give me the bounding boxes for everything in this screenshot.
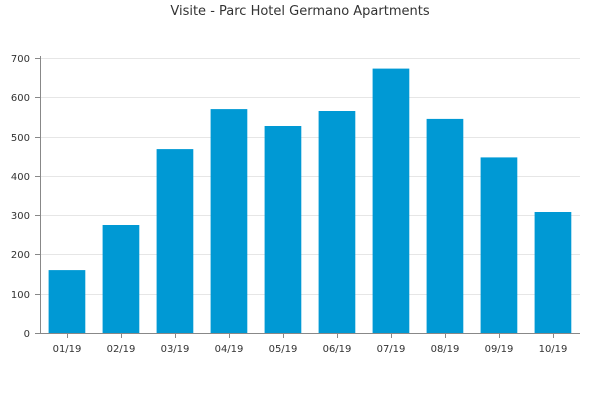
x-tick-label: 01/19 (53, 344, 82, 355)
y-tick-label: 400 (11, 172, 30, 183)
y-tick-label: 300 (11, 211, 30, 222)
bar-05-19 (264, 126, 302, 333)
bar-04-19 (210, 109, 248, 333)
bar-07-19 (372, 68, 410, 333)
bar-06-19 (318, 111, 356, 333)
bar-10-19 (534, 212, 572, 333)
y-tick-label: 700 (11, 54, 30, 65)
x-tick-label: 09/19 (485, 344, 514, 355)
chart-title: Visite - Parc Hotel Germano Apartments (170, 4, 430, 19)
x-tick-label: 06/19 (323, 344, 352, 355)
x-tick-label: 10/19 (539, 344, 568, 355)
y-tick-label: 200 (11, 250, 30, 261)
y-tick-label: 100 (11, 290, 30, 301)
x-tick-label: 07/19 (377, 344, 406, 355)
x-tick-label: 05/19 (269, 344, 298, 355)
bar-01-19 (48, 270, 86, 333)
bar-08-19 (426, 118, 464, 334)
x-tick-label: 03/19 (161, 344, 190, 355)
y-tick-label: 500 (11, 133, 30, 144)
x-tick-label: 02/19 (107, 344, 136, 355)
y-tick-label: 0 (24, 329, 30, 340)
bar-03-19 (156, 149, 194, 333)
bar-02-19 (102, 225, 140, 333)
x-tick-label: 08/19 (431, 344, 460, 355)
x-tick-label: 04/19 (215, 344, 244, 355)
bar-09-19 (480, 157, 518, 333)
y-tick-label: 600 (11, 93, 30, 104)
